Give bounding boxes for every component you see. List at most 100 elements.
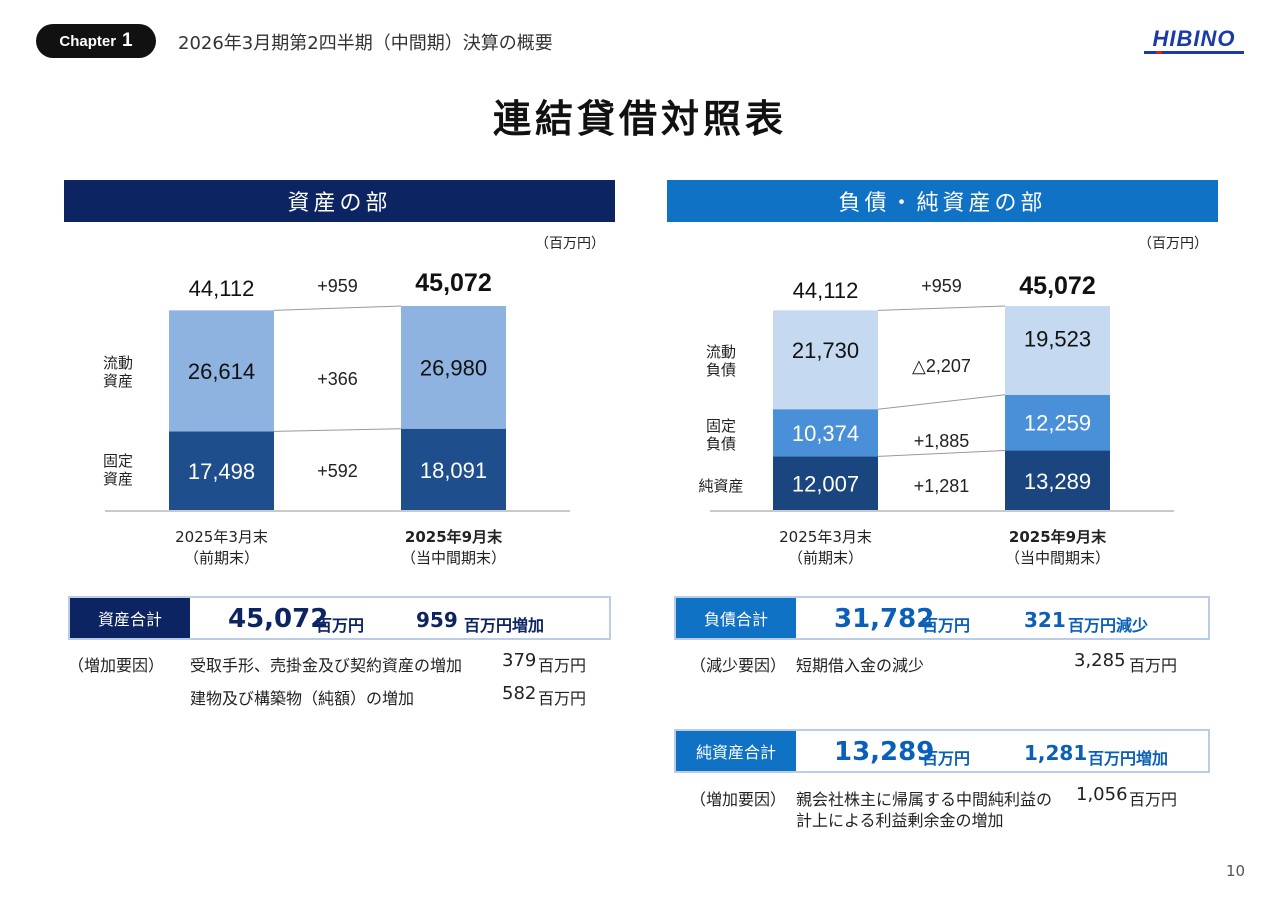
assets-chart-total-label: 45,072 <box>415 269 491 297</box>
assets-reason-2: 建物及び構築物（純額）の増加 <box>190 689 415 708</box>
liabilities-chart-total-label: 44,112 <box>793 278 859 303</box>
liabilities-change-value: 321 <box>1024 608 1066 632</box>
liabilities-chart-legend-label: 純資産 <box>698 477 743 495</box>
assets-reason-2-unit: 百万円 <box>538 689 587 708</box>
liabilities-reason-1-amount: 3,285 <box>1074 650 1126 671</box>
liabilities-chart-bar-0-1 <box>1005 450 1110 511</box>
assets-change-unit: 百万円増加 <box>464 616 545 635</box>
logo-red-mark <box>1156 51 1162 54</box>
logo-underline <box>1144 51 1244 54</box>
assets-unit-label: （百万円） <box>535 236 605 252</box>
liabilities-chart-value-label: 21,730 <box>792 338 859 363</box>
liabilities-chart-legend-label: 流動 <box>706 343 736 361</box>
assets-chart-legend-label: 資産 <box>103 372 133 390</box>
assets-chart-value-label: 17,498 <box>188 459 255 484</box>
assets-total-value: 45,072 <box>228 604 329 634</box>
assets-chart-value-label: 26,614 <box>188 359 255 384</box>
assets-chart-category-label: 2025年9月末 <box>405 528 503 546</box>
assets-chart-legend-label: 流動 <box>103 354 133 372</box>
assets-chart-bar-0-1 <box>401 428 506 511</box>
assets-chart-category-label: 2025年3月末 <box>175 528 268 546</box>
assets-section-header: 資産の部 <box>64 180 615 222</box>
assets-chart-connector <box>273 305 402 311</box>
assets-reason-1-amount: 379 <box>502 650 537 671</box>
equity-total-label: 純資産合計 <box>676 731 796 771</box>
liabilities-chart-connector <box>877 394 1006 410</box>
assets-reason-1-unit: 百万円 <box>538 656 587 675</box>
liabilities-chart-total-label: 45,072 <box>1019 272 1095 300</box>
liabilities-chart-value-label: 12,259 <box>1024 411 1091 436</box>
assets-chart-bar-1-0 <box>169 310 274 432</box>
equity-reason-1: 親会社株主に帰属する中間純利益の <box>796 790 1053 809</box>
liabilities-chart-bar-1-0 <box>773 409 878 457</box>
chapter-number: 1 <box>122 30 133 51</box>
page-subtitle: 2026年3月期第2四半期（中間期）決算の概要 <box>178 33 553 54</box>
liabilities-total-box: 負債合計 31,782 百万円 321 百万円減少 <box>674 596 1210 640</box>
assets-change-value: 959 <box>416 608 458 632</box>
liabilities-reason-1-unit: 百万円 <box>1129 656 1178 675</box>
page-title: 連結貸借対照表 <box>492 97 787 141</box>
equity-total-unit: 百万円 <box>922 749 971 768</box>
assets-chart-connector <box>273 428 402 432</box>
liabilities-total-value: 31,782 <box>834 604 935 634</box>
liabilities-chart-diff-total: +959 <box>921 276 962 296</box>
assets-total-box: 資産合計 45,072 百万円 959 百万円増加 <box>68 596 611 640</box>
liabilities-reason-label: （減少要因） <box>690 656 787 675</box>
assets-chart-diff-label: +366 <box>317 369 358 389</box>
assets-chart-value-label: 26,980 <box>420 355 487 380</box>
liabilities-total-label: 負債合計 <box>676 598 796 638</box>
assets-total-label: 資産合計 <box>70 598 190 638</box>
assets-chart-total-label: 44,112 <box>189 276 255 301</box>
equity-reason-1-line2: 計上による利益剰余金の増加 <box>796 811 1004 830</box>
liabilities-chart-value-label: 13,289 <box>1024 469 1091 494</box>
liabilities-chart-bar-2-0 <box>773 310 878 410</box>
liabilities-chart-category-label: 2025年9月末 <box>1009 528 1107 546</box>
liabilities-change-unit: 百万円減少 <box>1068 616 1149 635</box>
assets-chart-bar-0-0 <box>169 431 274 511</box>
liabilities-chart-diff-label: +1,281 <box>914 476 970 496</box>
assets-chart-bar-1-1 <box>401 306 506 429</box>
liabilities-chart-connector <box>877 305 1006 311</box>
assets-reason-1: 受取手形、売掛金及び契約資産の増加 <box>190 656 463 675</box>
liabilities-chart-diff-label: +1,885 <box>914 431 970 451</box>
liabilities-reason-1: 短期借入金の減少 <box>796 656 925 675</box>
equity-total-value: 13,289 <box>834 737 935 767</box>
equity-reason-1-amount: 1,056 <box>1076 784 1128 805</box>
equity-change-value: 1,281 <box>1024 741 1088 765</box>
liabilities-chart-legend-label: 固定 <box>706 417 736 435</box>
assets-chart-legend-label: 資産 <box>103 470 133 488</box>
assets-reason-label: （増加要因） <box>68 656 165 675</box>
logo-text: HIBINO <box>1153 26 1236 51</box>
equity-reason-1-unit: 百万円 <box>1129 790 1178 809</box>
assets-reason-2-amount: 582 <box>502 683 537 704</box>
liabilities-chart-value-label: 19,523 <box>1024 326 1091 351</box>
hibino-logo: HIBINO <box>1144 26 1244 54</box>
liabilities-chart-category-label: （前期末） <box>788 549 863 567</box>
liabilities-chart-connector <box>877 450 1006 457</box>
chapter-badge: Chapter 1 <box>36 24 156 58</box>
liabilities-chart-bar-0-0 <box>773 456 878 511</box>
equity-reason-label: （増加要因） <box>690 790 787 809</box>
assets-chart-value-label: 18,091 <box>420 458 487 483</box>
assets-chart-category-label: （前期末） <box>184 549 259 567</box>
assets-total-unit: 百万円 <box>316 616 365 635</box>
liabilities-chart-legend-label: 負債 <box>706 361 736 379</box>
liabilities-chart-category-label: （当中間期末） <box>1005 549 1110 567</box>
equity-change-unit: 百万円増加 <box>1088 749 1169 768</box>
equity-total-box: 純資産合計 13,289 百万円 1,281 百万円増加 <box>674 729 1210 773</box>
assets-chart-diff-total: +959 <box>317 276 358 296</box>
liabilities-chart-legend-label: 負債 <box>706 435 736 453</box>
liabilities-chart-value-label: 10,374 <box>792 421 859 446</box>
liabilities-chart-bar-2-1 <box>1005 306 1110 395</box>
liabilities-chart-bar-1-1 <box>1005 394 1110 451</box>
assets-chart-legend-label: 固定 <box>103 452 133 470</box>
chapter-word: Chapter <box>59 32 117 50</box>
liabilities-total-unit: 百万円 <box>922 616 971 635</box>
liabilities-chart-value-label: 12,007 <box>792 472 859 497</box>
assets-chart-category-label: （当中間期末） <box>401 549 506 567</box>
liabilities-chart-category-label: 2025年3月末 <box>779 528 872 546</box>
page-number: 10 <box>1226 862 1246 880</box>
liabilities-chart-diff-label: △2,207 <box>912 356 971 376</box>
liabilities-section-header: 負債・純資産の部 <box>667 180 1218 222</box>
